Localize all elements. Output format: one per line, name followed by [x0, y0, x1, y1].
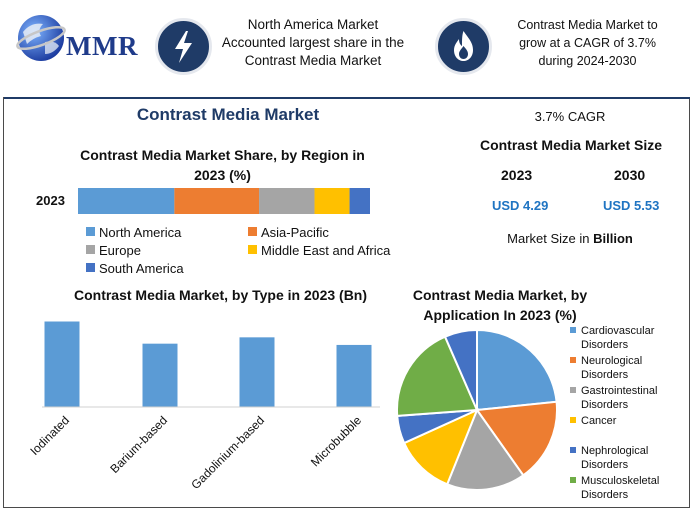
- pie-slice-6: [443, 328, 478, 411]
- region-bar-segment-0: [78, 188, 175, 214]
- type-tick-label-0: Iodinated: [27, 413, 72, 458]
- unit-note-bold: Billion: [593, 231, 633, 246]
- region-legend-item: South America: [86, 261, 184, 277]
- region-category-label: 2023: [36, 193, 65, 208]
- type-tick-label-1: Barium-based: [107, 413, 170, 476]
- region-bar-segment-2: [259, 188, 315, 214]
- pie-slice-5: [396, 335, 479, 417]
- legend-swatch: [570, 327, 576, 333]
- legend-label: Middle East and Africa: [261, 243, 391, 258]
- legend-label: Neurological Disorders: [581, 355, 643, 381]
- legend-swatch: [570, 357, 576, 363]
- type-chart-title: Contrast Media Market, by Type in 2023 (…: [73, 287, 368, 303]
- application-chart-title: Contrast Media Market, by Application In…: [412, 287, 588, 323]
- unit-note: Market Size in Billion: [470, 231, 670, 246]
- legend-swatch: [86, 263, 95, 272]
- legend-swatch: [248, 245, 257, 254]
- legend-label: Musculoskeletal Disorders: [581, 475, 660, 501]
- value-2030: USD 5.53: [603, 198, 660, 213]
- application-legend-item: Cardiovascular Disorders: [570, 324, 690, 352]
- lightning-icon: [155, 18, 212, 75]
- market-size-title: Contrast Media Market Size: [479, 137, 663, 153]
- legend-swatch: [86, 227, 95, 236]
- page-title: Contrast Media Market: [136, 105, 320, 124]
- legend-swatch: [570, 447, 576, 453]
- legend-label: Europe: [99, 243, 141, 258]
- logo-text: MMR: [66, 31, 138, 61]
- type-tick-label-2: Gadolinium-based: [188, 413, 267, 492]
- header: MMR North America Market Accounted large…: [0, 0, 693, 97]
- pie-slice-2: [445, 407, 525, 491]
- region-legend-item: Europe: [86, 243, 141, 259]
- application-legend-item: Neurological Disorders: [570, 354, 690, 382]
- region-bar-segment-1: [174, 188, 260, 214]
- application-pie: [396, 328, 558, 491]
- pie-slice-0: [476, 328, 558, 412]
- legend-label: Asia-Pacific: [261, 225, 329, 240]
- application-legend-item: Gastrointestinal Disorders: [570, 384, 690, 412]
- legend-swatch: [248, 227, 257, 236]
- cagr-label: 3.7% CAGR: [534, 109, 606, 124]
- application-legend-item: Cancer: [570, 414, 690, 428]
- year-2030-label: 2030: [614, 167, 646, 183]
- unit-note-prefix: Market Size in: [507, 231, 594, 246]
- region-legend-item: North America: [86, 225, 181, 241]
- year-2023-label: 2023: [501, 167, 533, 183]
- application-legend-item: Musculoskeletal Disorders: [570, 474, 690, 502]
- legend-swatch: [570, 417, 576, 423]
- type-tick-label-3: Microbubble: [308, 413, 364, 469]
- type-bar-1: [142, 343, 178, 407]
- region-bar-segment-3: [314, 188, 350, 214]
- legend-swatch: [570, 477, 576, 483]
- legend-label: Cardiovascular Disorders: [581, 325, 655, 351]
- legend-swatch: [86, 245, 95, 254]
- region-legend-item: Asia-Pacific: [248, 225, 329, 241]
- value-2023: USD 4.29: [492, 198, 549, 213]
- region-chart: 2023: [36, 188, 370, 214]
- legend-label: South America: [99, 261, 184, 276]
- pie-slice-3: [402, 408, 479, 486]
- type-bar-2: [239, 337, 275, 407]
- flame-icon: [435, 18, 492, 75]
- header-text-2: Contrast Media Market to grow at a CAGR …: [517, 18, 658, 68]
- type-bar-0: [44, 321, 80, 407]
- application-legend-item: Nephrological Disorders: [570, 444, 690, 472]
- legend-label: Nephrological Disorders: [581, 445, 649, 471]
- header-divider: [4, 97, 690, 99]
- pie-slice-1: [475, 400, 558, 477]
- type-bar-3: [336, 344, 372, 407]
- region-bar-segment-4: [349, 188, 370, 214]
- legend-label: North America: [99, 225, 182, 240]
- region-chart-title: Contrast Media Market Share, by Region i…: [80, 147, 365, 183]
- header-text-1: North America Market Accounted largest s…: [221, 17, 405, 68]
- legend-label: Cancer: [581, 415, 617, 427]
- region-legend-item: Middle East and Africa: [248, 243, 390, 259]
- type-chart: Iodinated Barium-based Gadolinium-based Mic…: [27, 321, 380, 492]
- legend-label: Gastrointestinal Disorders: [581, 385, 658, 411]
- legend-swatch: [570, 387, 576, 393]
- globe-icon: [16, 15, 66, 61]
